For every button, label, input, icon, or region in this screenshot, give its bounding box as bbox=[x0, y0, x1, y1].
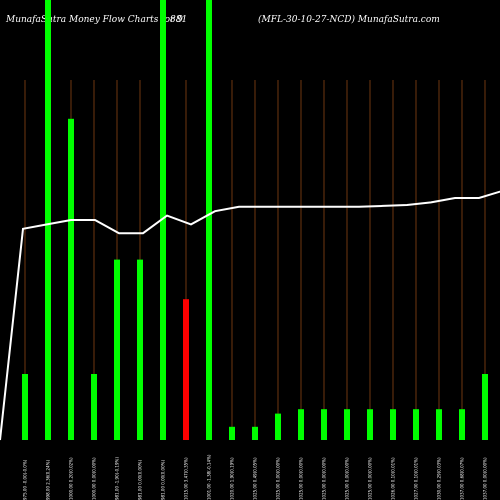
x-tick-label: 1025.00 0.00(0.00%) bbox=[368, 457, 373, 500]
price-line bbox=[0, 190, 500, 441]
bar bbox=[137, 259, 143, 440]
x-tick-label: 1000.00 0.20(0.02%) bbox=[69, 457, 74, 500]
bar bbox=[114, 259, 120, 440]
x-tick-label: 1015.00 3.47(0.35%) bbox=[184, 457, 189, 500]
bar bbox=[298, 409, 304, 440]
bar bbox=[482, 374, 488, 440]
bar bbox=[91, 374, 97, 440]
chart-title-left: MunafaSutra Money Flow Charts for 9 bbox=[5, 15, 183, 25]
x-tick-label: 1037.00 0.00(0.00%) bbox=[483, 457, 488, 500]
bar bbox=[344, 409, 350, 440]
bar bbox=[160, 0, 166, 440]
chart-title-code: 881 bbox=[170, 15, 187, 25]
x-tick-label: 981.00 0.00(0.00%) bbox=[138, 460, 143, 500]
x-tick-label: 1025.00 0.49(0.05%) bbox=[253, 457, 258, 500]
x-tick-label: 1030.00 0.29(0.03%) bbox=[437, 457, 442, 500]
price-line-path bbox=[0, 190, 500, 441]
bars bbox=[22, 0, 488, 441]
gridlines bbox=[24, 80, 486, 440]
bar bbox=[183, 299, 189, 440]
bar bbox=[459, 409, 465, 440]
x-tick-label: 998.00 2.36(0.24%) bbox=[46, 460, 51, 500]
bar bbox=[252, 426, 258, 440]
bar bbox=[390, 409, 396, 440]
bar bbox=[229, 426, 235, 440]
bar bbox=[275, 413, 281, 440]
x-tick-label: 1000.00 0.00(0.00%) bbox=[92, 457, 97, 500]
bar bbox=[68, 118, 74, 441]
x-tick-label: 1025.00 0.00(0.00%) bbox=[299, 457, 304, 500]
bar bbox=[206, 0, 212, 440]
x-tick-label: 981.00 -1.90(-0.19%) bbox=[115, 457, 120, 500]
x-tick-label: 975.00 -0.00(-0.0%) bbox=[23, 459, 28, 500]
x-tick-label: 1025.00 0.00(0.00%) bbox=[322, 457, 327, 500]
bar bbox=[413, 409, 419, 440]
bar bbox=[45, 0, 51, 440]
x-tick-label: 1025.00 0.00(0.00%) bbox=[345, 457, 350, 500]
x-tick-label: 1027.00 0.10(0.01%) bbox=[414, 457, 419, 500]
chart-title-right: (MFL-30-10-27-NCD) MunafaSutra.com bbox=[258, 14, 440, 25]
x-tick-labels: 975.00 -0.00(-0.0%) 998.00 2.36(0.24%) 100… bbox=[23, 454, 488, 500]
x-tick-label: 1001.00 -1.38(-0.14%) bbox=[207, 454, 212, 500]
bar bbox=[22, 374, 28, 440]
x-tick-label: 981.00 0.00(0.00%) bbox=[161, 460, 166, 500]
x-tick-label: 1037.00 0.68(0.07%) bbox=[460, 457, 465, 500]
x-tick-label: 1026.00 0.10(0.01%) bbox=[391, 457, 396, 500]
bar bbox=[321, 409, 327, 440]
x-tick-label: 1025.00 0.00(0.00%) bbox=[276, 457, 281, 500]
bar bbox=[436, 409, 442, 440]
x-tick-label: 1020.00 1.90(0.19%) bbox=[230, 457, 235, 500]
bar bbox=[367, 409, 373, 440]
